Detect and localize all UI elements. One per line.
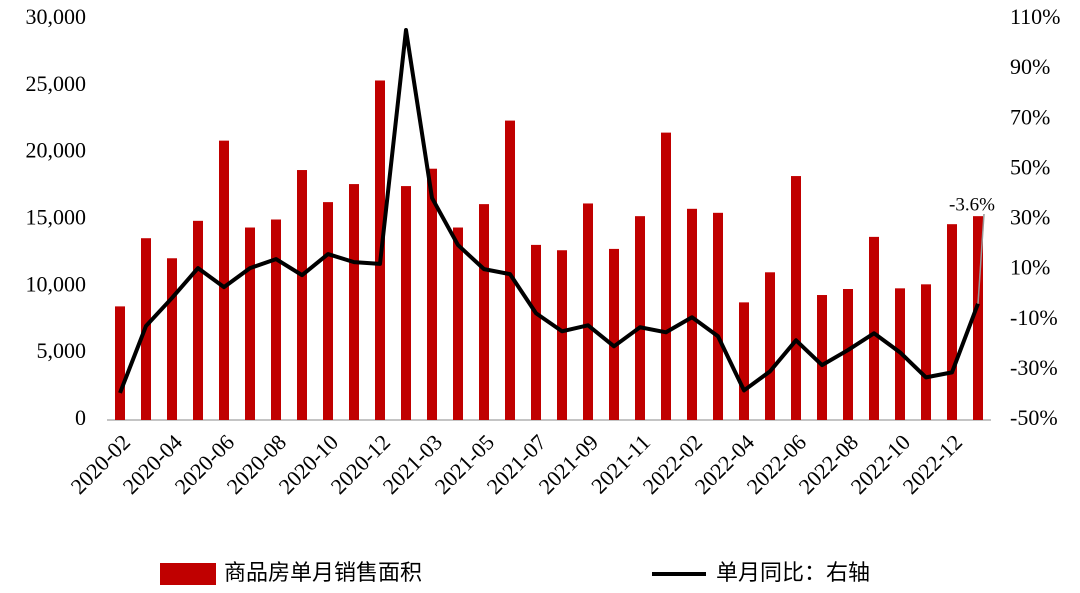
y2-tick-label: 110% bbox=[1010, 4, 1061, 29]
y2-tick-label: -50% bbox=[1010, 405, 1058, 430]
bar bbox=[713, 212, 723, 420]
bar bbox=[193, 220, 203, 420]
legend-label: 单月同比：右轴 bbox=[716, 561, 870, 586]
bar bbox=[427, 168, 437, 420]
bar bbox=[609, 248, 619, 420]
bar bbox=[271, 219, 281, 420]
bar bbox=[479, 204, 489, 420]
legend-swatch bbox=[160, 563, 216, 585]
bar bbox=[739, 302, 749, 420]
bar bbox=[687, 208, 697, 420]
legend-label: 商品房单月销售面积 bbox=[224, 561, 422, 586]
bar bbox=[869, 236, 879, 420]
y2-tick-label: 50% bbox=[1010, 154, 1050, 179]
bar bbox=[973, 216, 983, 420]
bar bbox=[115, 306, 125, 420]
bar bbox=[843, 289, 853, 420]
bar bbox=[297, 170, 307, 420]
y2-tick-label: 10% bbox=[1010, 255, 1050, 280]
bar bbox=[635, 216, 645, 420]
bar bbox=[817, 295, 827, 420]
y2-tick-label: 90% bbox=[1010, 54, 1050, 79]
bar bbox=[661, 132, 671, 420]
data-label: -3.6% bbox=[949, 194, 995, 215]
x-tick-label: 2022-12 bbox=[898, 429, 968, 499]
bar bbox=[167, 258, 177, 420]
y2-tick-label: -10% bbox=[1010, 305, 1058, 330]
bar bbox=[947, 224, 957, 420]
y-tick-label: 0 bbox=[75, 405, 86, 430]
leader-line bbox=[977, 213, 985, 304]
bar bbox=[401, 186, 411, 420]
y-tick-label: 20,000 bbox=[26, 138, 87, 163]
bar bbox=[505, 120, 515, 420]
bar bbox=[453, 227, 463, 420]
bar bbox=[245, 227, 255, 420]
y2-tick-label: 30% bbox=[1010, 205, 1050, 230]
bar bbox=[765, 272, 775, 420]
y-tick-label: 5,000 bbox=[37, 338, 87, 363]
bar bbox=[349, 184, 359, 420]
y2-tick-label: -30% bbox=[1010, 355, 1058, 380]
line bbox=[118, 28, 980, 394]
y-tick-label: 15,000 bbox=[26, 205, 87, 230]
y2-tick-label: 70% bbox=[1010, 104, 1050, 129]
bar bbox=[583, 203, 593, 420]
bar bbox=[921, 284, 931, 420]
bar bbox=[531, 244, 541, 420]
bar bbox=[557, 250, 567, 420]
bar bbox=[791, 176, 801, 420]
bar bbox=[323, 202, 333, 420]
y-tick-label: 10,000 bbox=[26, 271, 87, 296]
bar bbox=[219, 140, 229, 421]
y-tick-label: 30,000 bbox=[26, 4, 87, 29]
y-tick-label: 25,000 bbox=[26, 71, 87, 96]
